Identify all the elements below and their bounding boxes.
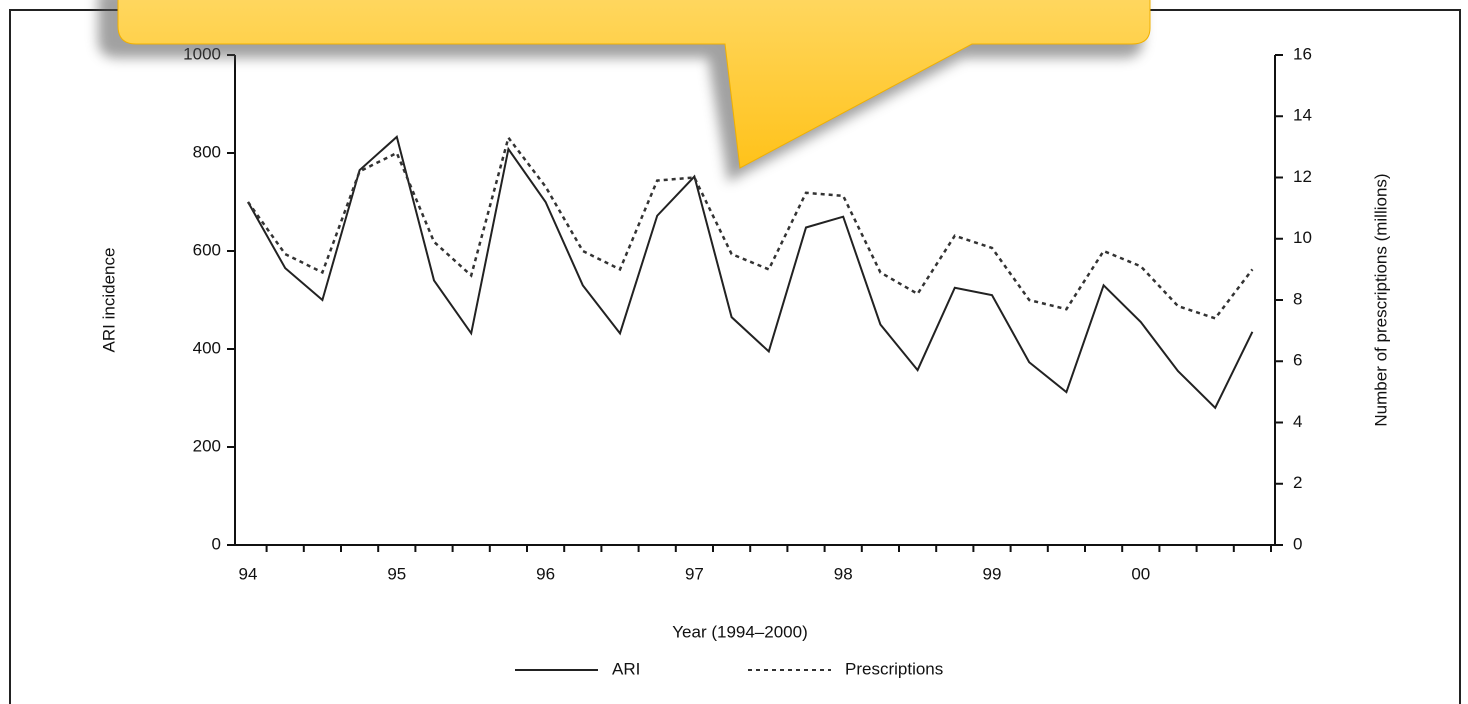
x-axis-title: Year (1994–2000) bbox=[672, 622, 808, 641]
x-tick-label: 98 bbox=[834, 564, 853, 583]
series-line bbox=[246, 134, 1254, 320]
y2-tick-label: 16 bbox=[1293, 44, 1312, 63]
x-tick-label: 94 bbox=[239, 564, 258, 583]
y2-tick-label: 8 bbox=[1293, 289, 1302, 308]
x-tick-label: 97 bbox=[685, 564, 704, 583]
y2-tick-label: 14 bbox=[1293, 106, 1312, 125]
y2-tick-label: 0 bbox=[1293, 534, 1302, 553]
y2-axis-title: Number of prescriptions (millions) bbox=[1371, 173, 1390, 426]
x-tick-label: 96 bbox=[536, 564, 555, 583]
legend: ARI Prescriptions bbox=[515, 659, 943, 678]
legend-label: ARI bbox=[612, 659, 640, 678]
x-tick-label: 00 bbox=[1131, 564, 1150, 583]
y-tick-label: 0 bbox=[212, 534, 221, 553]
x-tick-label: 99 bbox=[983, 564, 1002, 583]
y2-tick-label: 4 bbox=[1293, 412, 1302, 431]
y2-tick-label: 6 bbox=[1293, 351, 1302, 370]
x-tick-label: 95 bbox=[387, 564, 406, 583]
y-tick-label: 800 bbox=[193, 142, 221, 161]
y2-tick-label: 12 bbox=[1293, 167, 1312, 186]
y2-tick-label: 10 bbox=[1293, 228, 1312, 247]
y-axis-title: ARI incidence bbox=[99, 248, 118, 353]
y-tick-label: 200 bbox=[193, 436, 221, 455]
y2-tick-label: 2 bbox=[1293, 473, 1302, 492]
y-tick-label: 400 bbox=[193, 338, 221, 357]
y-tick-label: 600 bbox=[193, 240, 221, 259]
legend-label: Prescriptions bbox=[845, 659, 943, 678]
series-line bbox=[247, 134, 1254, 410]
speech-bubble bbox=[98, 0, 1151, 182]
